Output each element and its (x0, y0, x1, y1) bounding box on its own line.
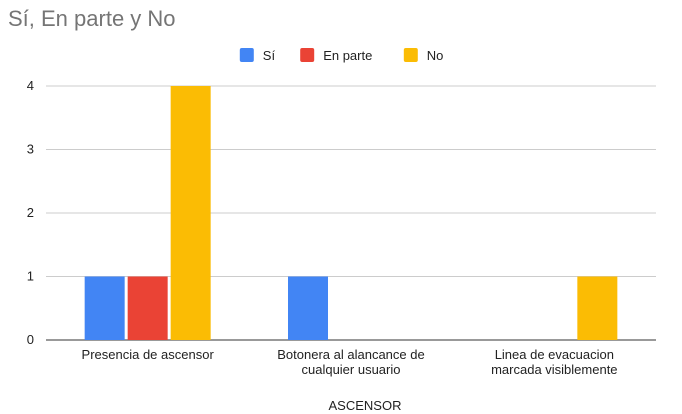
chart-title: Sí, En parte y No (8, 6, 176, 31)
x-tick-label: Botonera al alancance de cualquier usuari… (277, 347, 424, 377)
bar (84, 276, 125, 340)
bar (577, 276, 618, 340)
legend: Sí En parte No (239, 48, 444, 63)
x-tick-label: Presencia de ascensor (82, 347, 215, 362)
bar (170, 86, 211, 340)
legend-label: En parte (323, 48, 372, 63)
legend-label: Sí (263, 48, 276, 63)
y-tick-label: 3 (27, 142, 34, 157)
legend-swatch (300, 48, 315, 62)
legend-swatch (239, 48, 254, 62)
legend-swatch (403, 48, 418, 62)
y-axis-ticks: 0 1 2 3 4 (27, 78, 34, 347)
y-tick-label: 2 (27, 205, 34, 220)
legend-label: No (427, 48, 444, 63)
x-axis-title: ASCENSOR (329, 398, 402, 413)
bars (84, 86, 618, 340)
y-tick-label: 0 (27, 332, 34, 347)
x-tick-label: Linea de evacuacion marcada visiblemente (491, 347, 617, 377)
y-tick-label: 4 (27, 78, 34, 93)
x-axis-ticks: Presencia de ascensor Botonera al alancan… (82, 347, 618, 377)
y-tick-label: 1 (27, 269, 34, 284)
bar (288, 276, 328, 340)
bar (127, 276, 168, 340)
